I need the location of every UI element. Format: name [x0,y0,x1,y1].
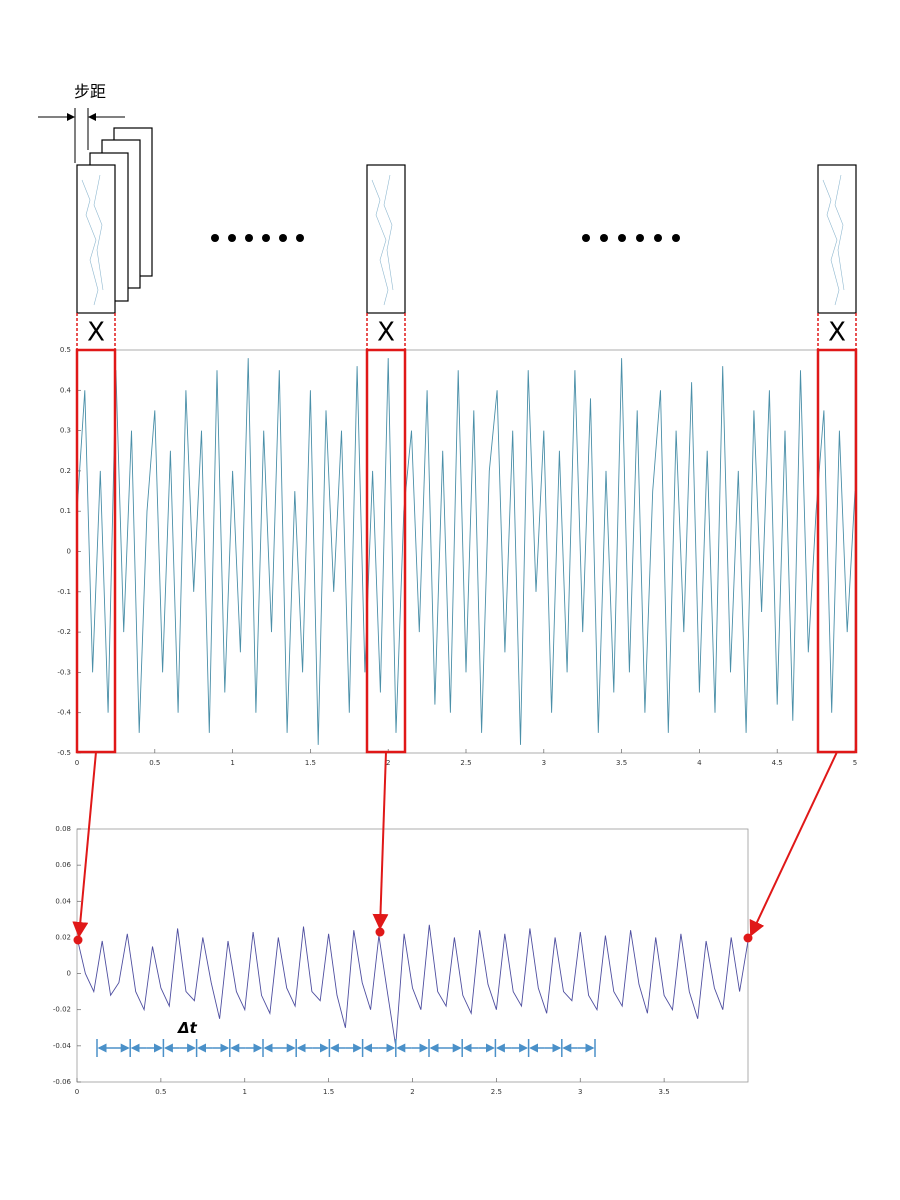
x-tick-label: 1 [230,759,234,767]
step-label: 步距 [74,82,106,101]
window-arrow [72,751,838,938]
plot-area [76,349,856,754]
y-tick-label: 0.1 [60,507,71,515]
window-label: X [377,318,395,348]
x-tick-label: 3 [542,759,546,767]
x-tick-label: 0 [75,1088,79,1096]
y-tick-label: 0.04 [55,897,71,905]
x-tick-label: 3 [578,1088,582,1096]
x-tick-label: 5 [853,759,857,767]
x-tick-label: 1 [243,1088,247,1096]
y-tick-label: 0.5 [60,346,71,354]
y-tick-label: -0.04 [53,1042,72,1050]
y-tick-label: 0.2 [60,467,71,475]
y-tick-label: -0.4 [57,709,71,717]
x-tick-label: 2 [386,759,390,767]
delta-label: Δt [177,1019,198,1037]
x-tick-label: 3.5 [659,1088,670,1096]
y-tick-label: -0.02 [53,1006,71,1014]
x-tick-label: 2.5 [491,1088,502,1096]
y-tick-label: -0.06 [53,1078,72,1086]
y-tick-label: 0.3 [60,427,71,435]
y-tick-label: 0.08 [55,825,71,833]
x-tick-label: 0.5 [155,1088,166,1096]
y-tick-label: 0 [67,548,71,556]
ellipsis [211,234,680,242]
y-tick-label: 0 [67,970,71,978]
window-label: X [87,318,105,348]
y-tick-label: -0.3 [57,668,71,676]
charts: -0.5 -0.4 -0.3 -0.2 -0.1 0 0.1 0.2 0.3 0.4 0.5 0 0.5… [53,346,857,1096]
x-tick-label: 4.5 [772,759,783,767]
window-stack [76,127,857,314]
y-tick-label: 0.4 [60,386,72,394]
x-tick-label: 2 [410,1088,414,1096]
x-tick-label: 1.5 [323,1088,334,1096]
x-tick-label: 3.5 [616,759,627,767]
delta-arrows [96,1039,596,1057]
y-tick-label: -0.5 [57,749,71,757]
plot-area [76,828,749,1083]
signal-line [76,924,749,1046]
window-texture [81,174,845,306]
window-point [73,927,753,945]
window-label: X [828,318,846,348]
window-link [76,313,857,350]
y-tick-label: 0.02 [55,933,71,941]
signal-line [76,358,856,745]
x-tick-label: 4 [697,759,702,767]
x-tick-label: 1.5 [305,759,316,767]
y-tick-label: -0.1 [57,588,71,596]
x-tick-label: 2.5 [460,759,471,767]
y-tick-label: 0.06 [55,861,71,869]
x-tick-label: 0 [75,759,79,767]
x-tick-label: 0.5 [149,759,160,767]
y-tick-label: -0.2 [57,628,71,636]
